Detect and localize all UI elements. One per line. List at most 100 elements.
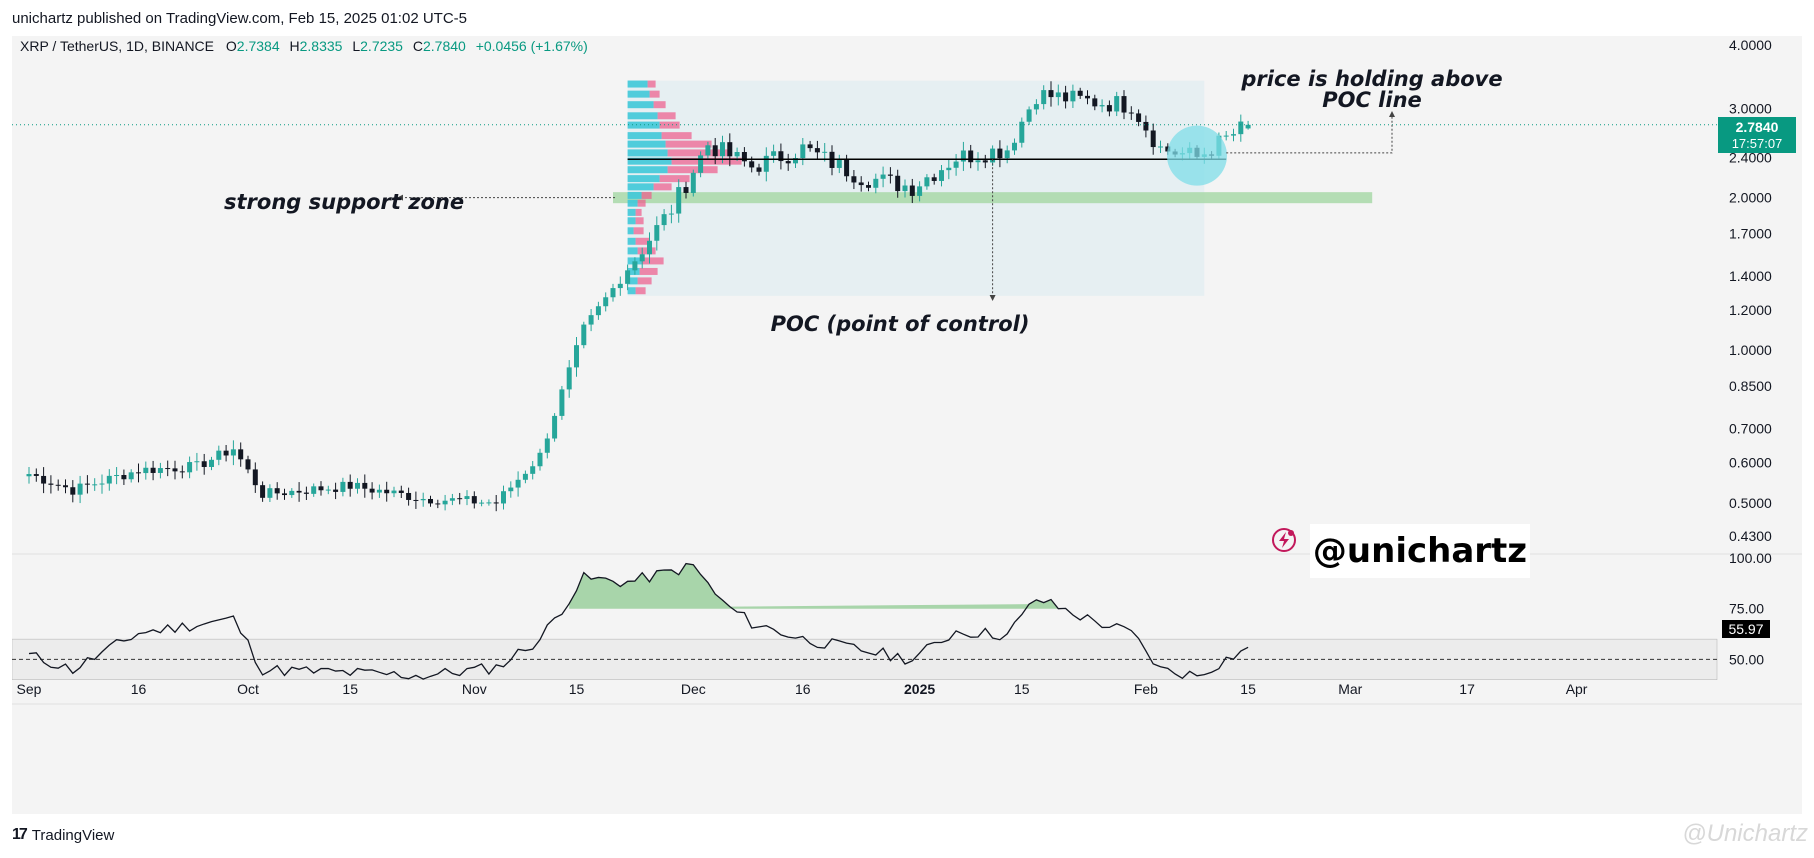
candle (508, 481, 514, 498)
time-axis-tick: Sep (17, 681, 42, 697)
candle (960, 141, 966, 171)
candle (486, 499, 492, 506)
candle (347, 474, 353, 497)
candle (296, 482, 302, 502)
brand-label: @unichartz (1310, 524, 1530, 578)
price-axis-tick: 0.6000 (1729, 455, 1772, 471)
tradingview-logo[interactable]: 17 TradingView (12, 826, 114, 844)
candle (515, 471, 521, 497)
candle (369, 482, 375, 500)
candle (552, 413, 558, 442)
price-axis-tick: 0.4300 (1729, 528, 1772, 544)
candle (150, 460, 156, 481)
candle (1136, 109, 1142, 127)
volume-profile-row (627, 227, 644, 235)
candle (595, 301, 601, 320)
current-price-value: 2.7840 (1736, 119, 1779, 135)
volume-profile-row (627, 101, 666, 109)
time-axis-tick: Dec (681, 681, 706, 697)
candle (632, 257, 638, 275)
candle (84, 475, 90, 494)
candle (1143, 115, 1149, 138)
candle (479, 499, 485, 507)
candle (953, 154, 959, 176)
candle (917, 181, 923, 202)
candle (1004, 145, 1010, 164)
candle (245, 455, 251, 474)
time-axis-tick: 15 (1240, 681, 1256, 697)
volume-profile-row (627, 267, 658, 275)
candle (355, 478, 360, 494)
candle (1048, 81, 1054, 107)
volume-profile-row (627, 112, 676, 120)
volume-profile-row (627, 166, 718, 174)
candle (924, 174, 930, 190)
candle (931, 173, 937, 185)
candle (1085, 90, 1090, 105)
candle (1063, 85, 1069, 109)
price-axis-tick: 2.0000 (1729, 190, 1772, 206)
candle (530, 460, 536, 480)
candle (880, 166, 886, 188)
candle (873, 173, 879, 194)
candle (654, 216, 660, 251)
candle (92, 478, 98, 491)
candle (1033, 99, 1039, 115)
candle (1114, 91, 1120, 117)
symbol-legend: XRP / TetherUS, 1D, BINANCE O2.7384 H2.8… (20, 38, 588, 54)
candle (1041, 85, 1047, 110)
candle (449, 493, 455, 506)
candle (858, 176, 864, 192)
candle (982, 154, 988, 169)
legend-close-value: 2.7840 (423, 38, 466, 54)
candle (588, 309, 594, 332)
candle (340, 477, 346, 497)
chart-canvas[interactable]: XRP / TetherUS, 1D, BINANCE O2.7384 H2.8… (12, 36, 1802, 814)
volume-profile-row (627, 199, 646, 207)
candle (537, 448, 543, 471)
chart-frame[interactable]: XRP / TetherUS, 1D, BINANCE O2.7384 H2.8… (12, 36, 1802, 814)
candle (1012, 138, 1017, 155)
candle (997, 140, 1003, 168)
candle (428, 495, 433, 507)
candle (668, 204, 674, 224)
time-axis-tick: 2025 (904, 681, 935, 697)
candle (785, 153, 791, 171)
candle (639, 247, 645, 269)
candle (114, 467, 120, 485)
candle (216, 445, 222, 466)
candle (384, 481, 390, 502)
holding-annotation-line1: price is holding above (1240, 67, 1502, 91)
candle (581, 321, 587, 349)
candle (610, 283, 616, 302)
candle (121, 469, 127, 485)
value-area-box (627, 80, 1205, 296)
rsi-line (28, 562, 1249, 680)
candle (895, 169, 901, 198)
candle (179, 465, 185, 479)
price-axis-tick: 3.0000 (1729, 100, 1772, 116)
candle (157, 462, 163, 479)
tradingview-logo-icon: 17 (12, 826, 28, 843)
candle (289, 488, 295, 498)
volume-profile-row (627, 175, 690, 183)
time-axis-tick: 15 (569, 681, 585, 697)
candle (800, 137, 806, 166)
volume-profile-row (627, 80, 656, 88)
volume-profile-row (627, 208, 642, 216)
volume-profile-row (627, 149, 728, 157)
candle (187, 456, 193, 479)
candle (274, 482, 280, 500)
candle (252, 462, 258, 493)
legend-low-label: L (352, 38, 360, 54)
lightning-icon[interactable] (1272, 528, 1296, 552)
candle (705, 141, 711, 160)
candle (238, 442, 244, 467)
candle (442, 494, 448, 511)
volume-profile-row (627, 140, 712, 148)
tradingview-logo-text: TradingView (31, 826, 115, 844)
candle (391, 486, 397, 498)
candle (559, 385, 565, 420)
time-axis-tick: 16 (131, 681, 147, 697)
price-axis-tick: 1.7000 (1729, 225, 1772, 241)
